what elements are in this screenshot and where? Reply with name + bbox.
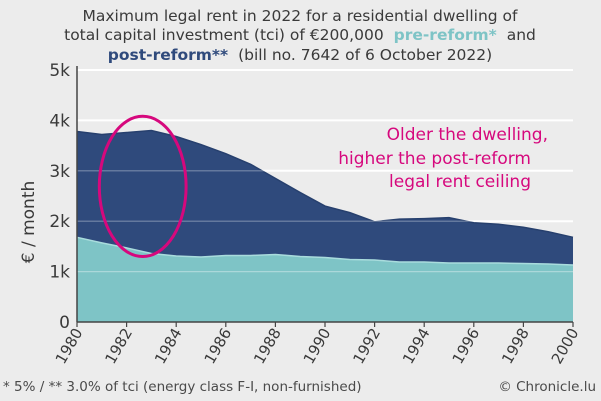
- footnote: * 5% / ** 3.0% of tci (energy class F-I,…: [3, 379, 362, 395]
- chart-title-pre-label: pre-reform*: [394, 26, 497, 44]
- line-pre-reform: [76, 236, 574, 266]
- annotation-line-1: Older the dwelling,: [387, 125, 548, 145]
- y-tick-3k: 3k: [49, 162, 70, 182]
- x-tick-2000: 2000: [548, 325, 583, 367]
- area-pre-reform: [77, 237, 573, 322]
- x-tick-1994: 1994: [399, 325, 434, 367]
- x-tick-1988: 1988: [250, 325, 285, 367]
- chart-title-line-2: total capital investment (tci) of €200,0…: [64, 26, 536, 44]
- highlight-ellipse: [97, 114, 188, 258]
- x-tick-1990: 1990: [300, 325, 335, 367]
- chart-title-bill: (bill no. 7642 of 6 October 2022): [238, 46, 492, 64]
- y-tick-1k: 1k: [49, 263, 70, 283]
- y-axis-label: € / month: [19, 181, 39, 264]
- x-tick-1986: 1986: [201, 325, 236, 367]
- x-tick-1980: 1980: [52, 325, 87, 367]
- x-tick-1984: 1984: [151, 325, 186, 367]
- x-tick-1992: 1992: [349, 325, 384, 367]
- line-post-reform: [76, 129, 574, 239]
- chart-title-post-label: post-reform**: [108, 46, 228, 64]
- axes: [76, 66, 574, 327]
- area-series: [76, 129, 574, 322]
- x-tick-1996: 1996: [449, 325, 484, 367]
- annotation-line-3: legal rent ceiling: [389, 172, 531, 192]
- chart-title-and: and: [507, 26, 536, 44]
- chart-title-line-1: Maximum legal rent in 2022 for a residen…: [83, 7, 519, 25]
- x-tick-1982: 1982: [101, 325, 136, 367]
- y-tick-0: 0: [59, 313, 70, 333]
- annotation-line-2: higher the post-reform: [338, 149, 531, 169]
- x-tick-1998: 1998: [498, 325, 533, 367]
- x-tick-labels: 1980 1982 1984 1986 1988 1990 1992 1994 1996 1998…: [52, 325, 583, 367]
- y-tick-labels: 0 1k 2k 3k 4k 5k: [49, 61, 70, 333]
- source-credit: © Chronicle.lu: [498, 379, 596, 395]
- y-tick-5k: 5k: [49, 61, 70, 81]
- chart-title-line-2-text: total capital investment (tci) of €200,0…: [64, 26, 384, 44]
- y-tick-2k: 2k: [49, 212, 70, 232]
- chart-title-line-3: post-reform** (bill no. 7642 of 6 Octobe…: [108, 46, 492, 64]
- y-tick-4k: 4k: [49, 111, 70, 131]
